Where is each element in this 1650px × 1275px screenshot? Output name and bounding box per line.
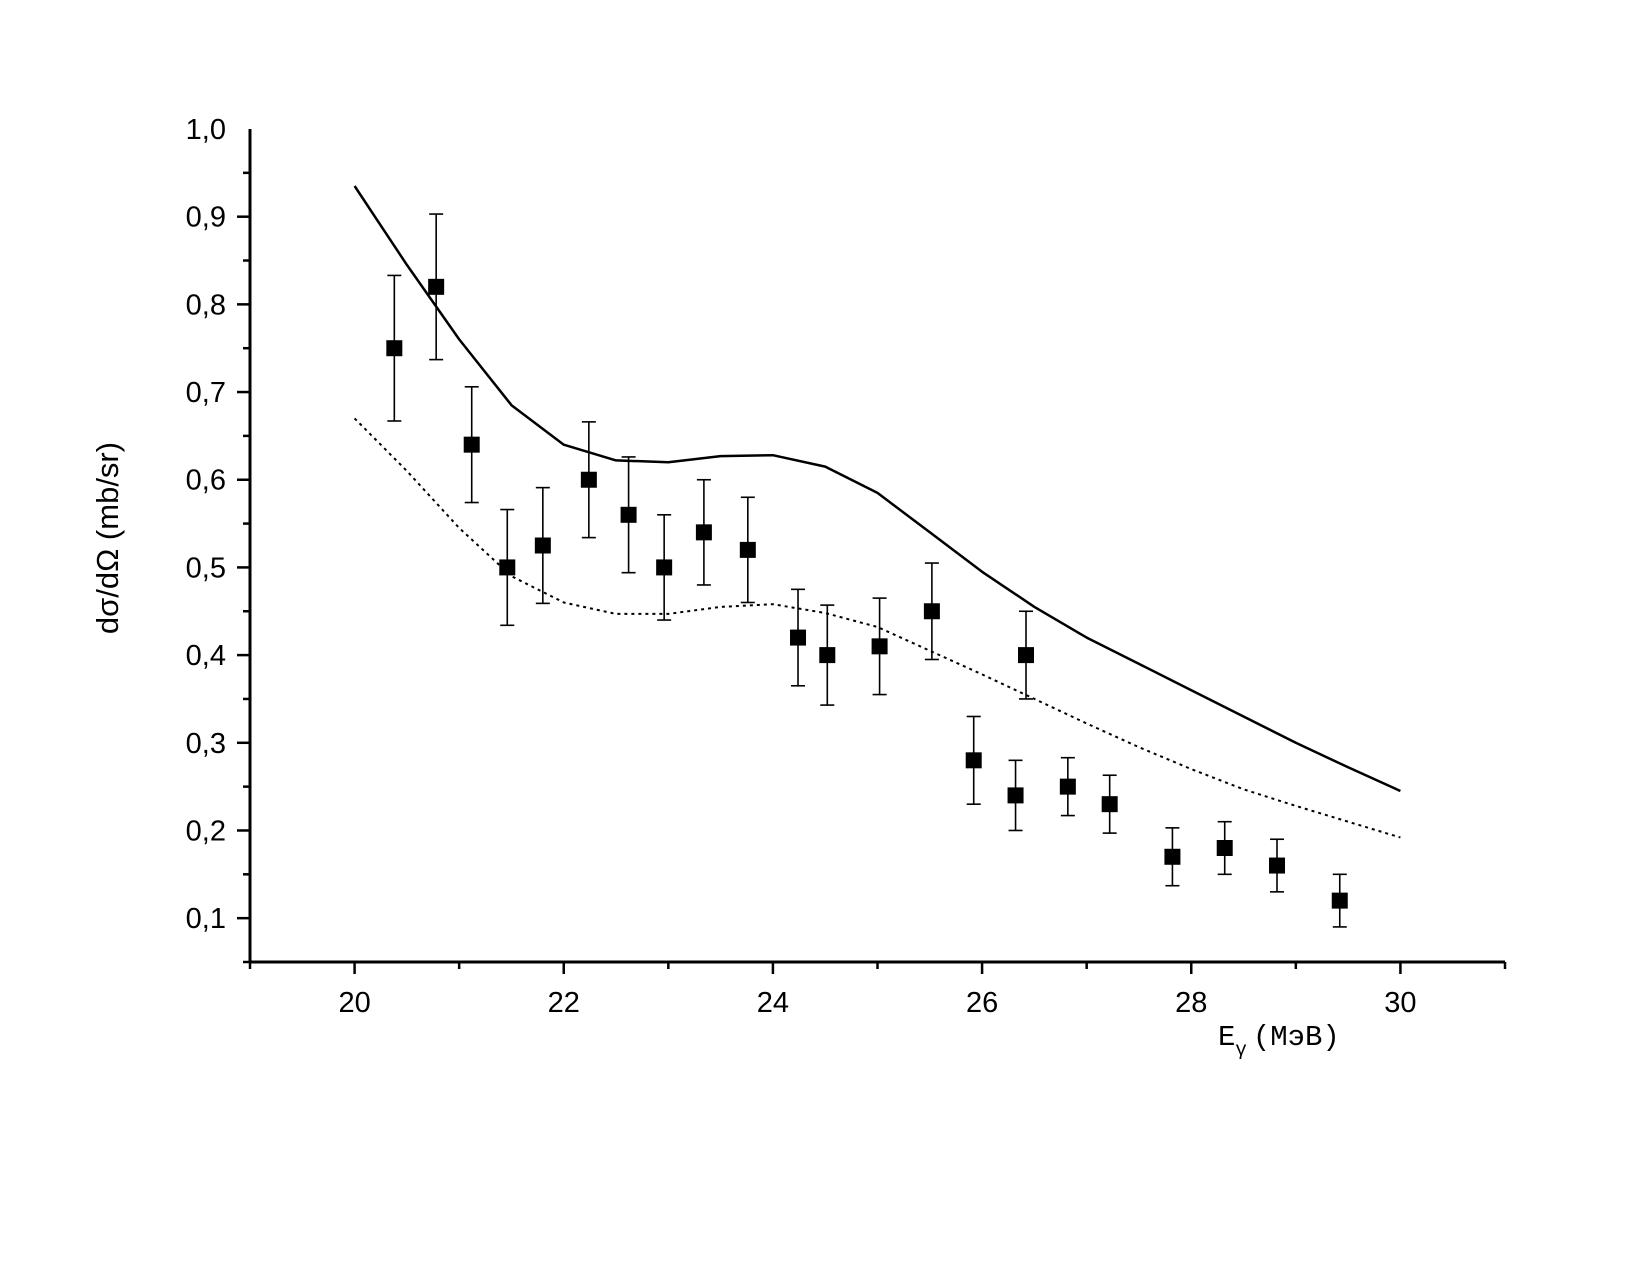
x-axis-label-unit: (МэВ) [1253, 1021, 1340, 1054]
data-point [1059, 778, 1076, 795]
data-point [739, 541, 756, 558]
x-axis-label-symbol: E [1218, 1021, 1235, 1054]
y-tick-label: 0,9 [186, 202, 226, 234]
data-point [620, 506, 637, 523]
y-tick-label: 0,3 [186, 728, 226, 760]
y-tick-label: 0,5 [186, 552, 226, 584]
solid-curve [353, 185, 1401, 793]
y-tick-label: 0,1 [186, 903, 226, 935]
y-axis-label: dσ/dΩ (mb/sr) [90, 442, 125, 634]
x-tick-label: 26 [966, 987, 998, 1019]
y-tick-label: 0,8 [186, 289, 226, 321]
data-point [790, 629, 807, 646]
data-point [819, 647, 836, 664]
y-tick-label: 0,7 [186, 377, 226, 409]
data-point [1101, 796, 1118, 813]
data-point [656, 559, 673, 576]
data-point [463, 436, 480, 453]
data-point [1164, 848, 1181, 865]
data-point [871, 638, 888, 655]
data-point [965, 752, 982, 769]
y-tick-label: 0,2 [186, 815, 226, 847]
axes: 20 22 24 26 28 30 0,1 0,2 0,3 0,4 0,5 0,6 0,7 0,8 0,9 1… [186, 114, 1507, 1019]
data-points [386, 213, 1348, 928]
data-point [580, 471, 597, 488]
data-point [923, 603, 940, 620]
x-tick-label: 28 [1175, 987, 1207, 1019]
data-point [386, 340, 403, 357]
data-point [1216, 840, 1233, 857]
data-point [1269, 857, 1286, 874]
data-point [1018, 647, 1035, 664]
x-axis-label: Eγ (МэВ) [1218, 1021, 1340, 1061]
y-tick-label: 0,4 [186, 640, 226, 672]
dotted-curve [353, 417, 1401, 839]
y-tick-label: 1,0 [186, 114, 226, 146]
x-tick-label: 30 [1384, 987, 1416, 1019]
data-point [534, 537, 551, 554]
axis-labels: dσ/dΩ (mb/sr) Eγ (МэВ) [90, 442, 1340, 1061]
model-curves [353, 185, 1401, 839]
x-axis-label-subscript: γ [1235, 1039, 1246, 1061]
data-point [499, 559, 516, 576]
data-point [695, 524, 712, 541]
x-tick-label: 20 [338, 987, 370, 1019]
data-point [428, 278, 445, 295]
data-point [1007, 787, 1024, 804]
x-tick-label: 22 [548, 987, 580, 1019]
y-tick-label: 0,6 [186, 465, 226, 497]
x-tick-label: 24 [757, 987, 789, 1019]
data-point [1331, 892, 1348, 909]
